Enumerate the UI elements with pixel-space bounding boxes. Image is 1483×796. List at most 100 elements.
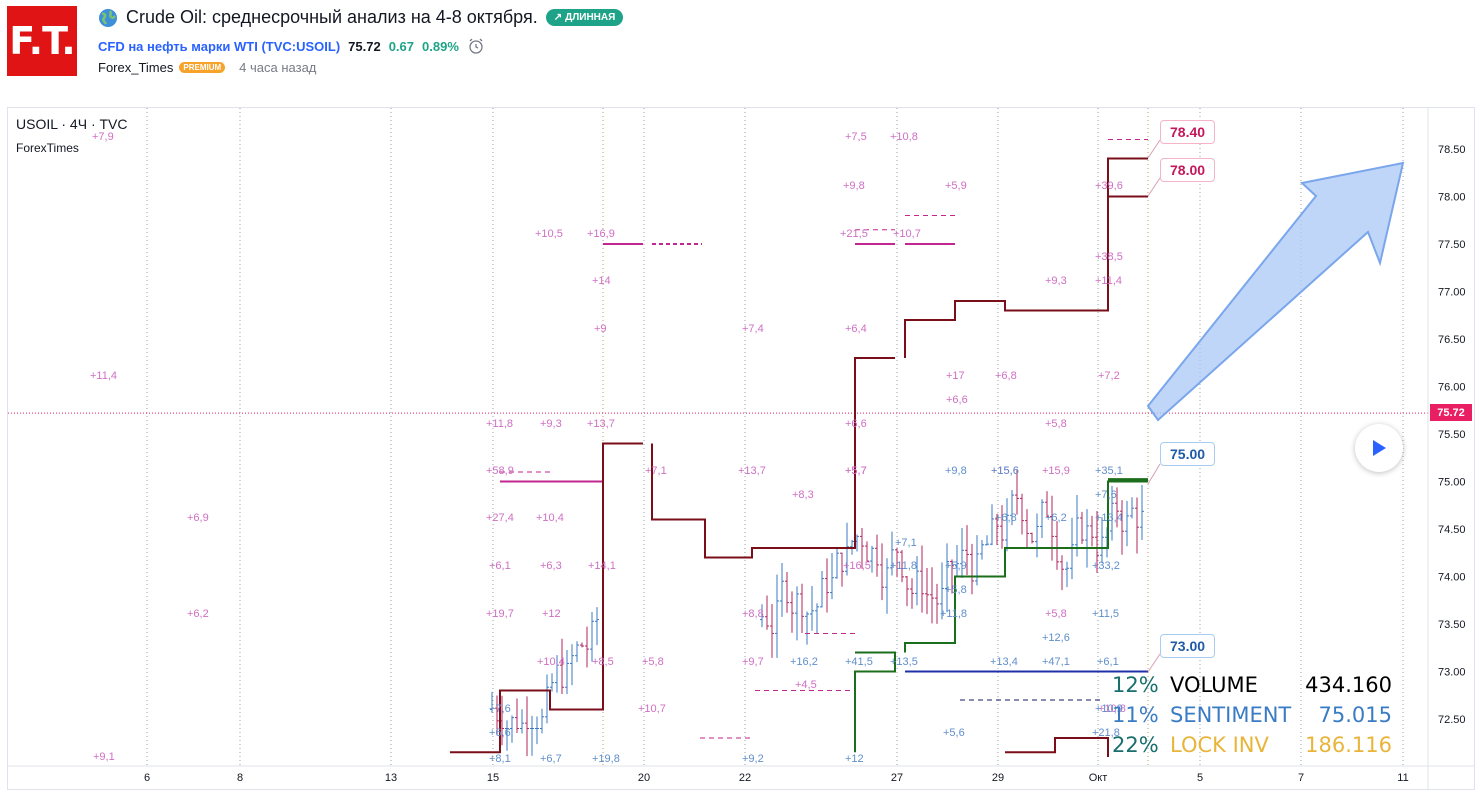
chart-symbol-label[interactable]: USOIL · 4Ч · TVC xyxy=(16,116,128,132)
chart-grid xyxy=(8,108,1428,766)
play-icon xyxy=(1373,440,1386,456)
volume-annotation: +6,6 xyxy=(489,727,511,739)
price-tick-label: 78.00 xyxy=(1438,192,1466,204)
time-tick-label: 22 xyxy=(739,772,751,784)
volume-annotation: +5,9 xyxy=(945,560,967,572)
volume-annotation: +10,8 xyxy=(1098,703,1126,715)
price-tick-label: 76.50 xyxy=(1438,334,1466,346)
volume-annotation: +6,4 xyxy=(845,323,867,335)
support-step-line xyxy=(904,480,1148,653)
volume-annotation: +5,9 xyxy=(945,180,967,192)
price-tick-label: 75.50 xyxy=(1438,429,1466,441)
time-tick-label: 13 xyxy=(385,772,397,784)
volume-annotation: +7,2 xyxy=(1098,370,1120,382)
step-lines xyxy=(450,157,1148,757)
indicator-label[interactable]: ForexTimes xyxy=(16,141,79,155)
volume-annotation: +9,8 xyxy=(945,465,967,477)
volume-annotation: +8,3 xyxy=(792,489,814,501)
callout-73-00: 73.00 xyxy=(1160,634,1216,658)
stat-value: 434.160 xyxy=(1305,673,1392,697)
volume-annotation: +38,5 xyxy=(1095,251,1123,263)
volume-annotation: +8,8 xyxy=(742,608,764,620)
volume-annotation: +12 xyxy=(542,608,561,620)
channel-logo[interactable]: F.T. xyxy=(7,6,77,76)
bar-series xyxy=(490,469,1144,757)
time-tick-label: 20 xyxy=(638,772,650,784)
stats-panel: 12% VOLUME 434.160 11% SENTIMENT 75.015 … xyxy=(1112,670,1392,760)
volume-annotation: +14 xyxy=(592,275,611,287)
volume-annotation: +11,8 xyxy=(940,608,967,620)
author-name[interactable]: Forex_Times xyxy=(98,60,174,75)
symbol-row: CFD на нефть марки WTI (TVC:USOIL) 75.72… xyxy=(98,37,485,55)
volume-annotation: +10,7 xyxy=(638,703,666,715)
chart-frame[interactable] xyxy=(7,107,1475,790)
volume-annotation: +6,1 xyxy=(1097,656,1119,668)
long-badge: ↗ ДЛИННАЯ xyxy=(545,9,624,26)
volume-annotation: +15,9 xyxy=(1042,465,1070,477)
volume-annotation: +8,1 xyxy=(489,753,511,765)
volume-annotation: +15,6 xyxy=(991,465,1019,477)
callout-connector xyxy=(1147,463,1161,485)
volume-annotation: +5,7 xyxy=(845,465,867,477)
symbol-price: 75.72 xyxy=(348,38,381,54)
volume-annotation: +5,8 xyxy=(1045,608,1067,620)
volume-annotation: +7,1 xyxy=(645,465,667,477)
volume-annotation: +12,6 xyxy=(1042,632,1070,644)
publish-time: 4 часа назад xyxy=(239,60,317,75)
time-tick-label: 7 xyxy=(1298,772,1304,784)
volume-annotation: +8,5 xyxy=(592,656,614,668)
volume-annotation: +9 xyxy=(594,323,607,335)
volume-annotation: +14,1 xyxy=(588,560,616,572)
price-tick-label: 73.50 xyxy=(1438,619,1466,631)
play-button[interactable] xyxy=(1355,424,1403,472)
volume-annotation: +33,2 xyxy=(1092,560,1120,572)
time-tick-label: 29 xyxy=(992,772,1004,784)
volume-annotation: +13,4 xyxy=(990,656,1018,668)
callout-75-00: 75.00 xyxy=(1160,442,1216,466)
volume-annotation: +6,7 xyxy=(540,753,562,765)
volume-annotation: +19,7 xyxy=(486,608,514,620)
volume-annotation: +9,8 xyxy=(843,180,865,192)
volume-annotation: +9,1 xyxy=(93,751,115,763)
logo-text: F.T. xyxy=(9,19,75,63)
stat-value: 75.015 xyxy=(1318,703,1392,727)
current-price-tag: 75.72 xyxy=(1430,404,1472,421)
volume-annotation: +7,5 xyxy=(845,131,867,143)
price-tick-label: 74.50 xyxy=(1438,524,1466,536)
alarm-clock-icon[interactable] xyxy=(467,37,485,55)
volume-annotation: +9,3 xyxy=(540,418,562,430)
level-lines xyxy=(500,139,1148,739)
price-tick-label: 75.00 xyxy=(1438,477,1466,489)
stat-row-lock-inv: 22% LOCK INV 186.116 xyxy=(1112,730,1392,760)
volume-annotation: +16,5 xyxy=(843,560,871,572)
symbol-link[interactable]: CFD на нефть марки WTI (TVC:USOIL) xyxy=(98,38,341,54)
time-tick-label: 27 xyxy=(891,772,903,784)
symbol-change: 0.67 xyxy=(388,38,415,54)
volume-annotation: +7,6 xyxy=(1095,489,1117,501)
resistance-step-line xyxy=(1005,737,1109,757)
volume-annotation: +5,8 xyxy=(945,584,967,596)
globe-icon xyxy=(98,8,118,28)
price-tick-label: 72.50 xyxy=(1438,714,1466,726)
volume-annotation: +6,1 xyxy=(489,560,511,572)
stat-row-volume: 12% VOLUME 434.160 xyxy=(1112,670,1392,700)
volume-annotation: +13,4 xyxy=(1095,512,1123,524)
volume-annotation: +5,7 xyxy=(845,465,867,477)
time-tick-label: 6 xyxy=(144,772,150,784)
volume-annotation: +6,9 xyxy=(187,512,209,524)
volume-annotation: +9,7 xyxy=(742,656,764,668)
callout-connector xyxy=(1147,653,1161,673)
time-tick-label: 11 xyxy=(1397,772,1408,784)
forecast-arrow-shape xyxy=(1146,161,1405,422)
volume-annotation: +6,2 xyxy=(1045,512,1067,524)
price-tick-label: 73.00 xyxy=(1438,667,1466,679)
volume-annotation: +21,5 xyxy=(840,228,868,240)
price-tick-label: 76.00 xyxy=(1438,382,1466,394)
volume-annotation: +10,4 xyxy=(536,512,564,524)
callout-78-00: 78.00 xyxy=(1160,158,1216,182)
volume-annotation: +13,7 xyxy=(738,465,766,477)
stat-value: 186.116 xyxy=(1305,733,1392,757)
volume-annotation: +5,6 xyxy=(943,727,965,739)
stat-name: LOCK INV xyxy=(1170,733,1269,757)
